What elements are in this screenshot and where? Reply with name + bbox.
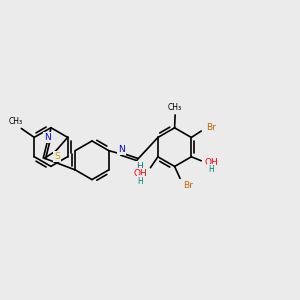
- Text: OH: OH: [134, 169, 147, 178]
- Text: N: N: [118, 145, 125, 154]
- Text: H: H: [208, 165, 214, 174]
- Text: H: H: [136, 162, 143, 171]
- Text: Br: Br: [184, 181, 194, 190]
- Text: S: S: [54, 152, 60, 161]
- Text: H: H: [138, 177, 143, 186]
- Text: OH: OH: [204, 158, 218, 167]
- Text: CH₃: CH₃: [168, 103, 182, 112]
- Text: N: N: [44, 133, 51, 142]
- Text: CH₃: CH₃: [8, 117, 22, 126]
- Text: Br: Br: [206, 123, 216, 132]
